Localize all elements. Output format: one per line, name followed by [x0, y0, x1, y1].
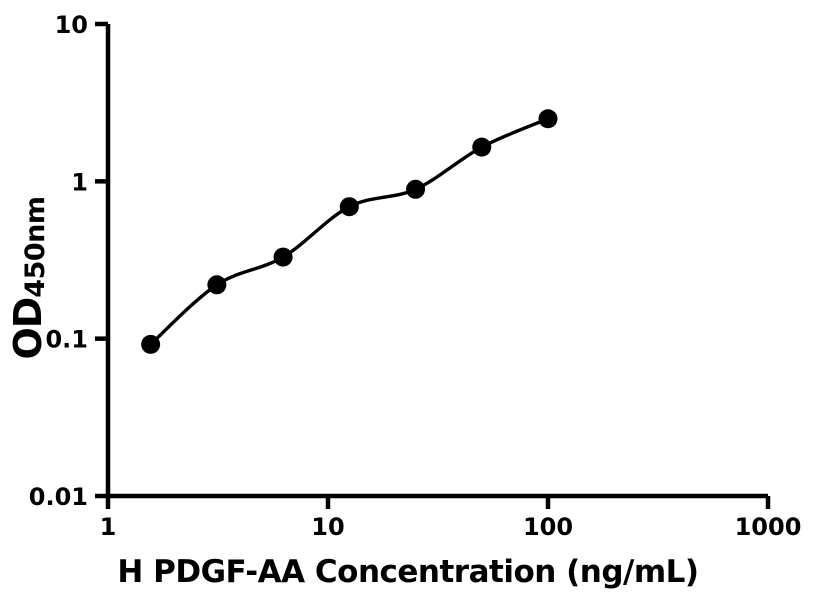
data-point [141, 334, 161, 354]
data-point [538, 109, 558, 129]
y-tick-label: 0.1 [45, 326, 88, 354]
x-tick-label: 10 [311, 513, 344, 541]
x-tick-label: 1000 [735, 513, 802, 541]
y-axis-title-subscript: 450nm [20, 196, 51, 298]
tick-labels: 1 10 100 1000 10 1 0.1 0.01 [29, 11, 802, 541]
data-point [207, 275, 227, 295]
y-tick-label: 10 [55, 11, 88, 39]
data-point [273, 247, 293, 267]
data-point [472, 137, 492, 157]
data-point [339, 197, 359, 217]
data-series [141, 109, 558, 354]
y-tick-label: 0.01 [29, 483, 88, 511]
x-axis-title: H PDGF-AA Concentration (ng/mL) [117, 554, 699, 590]
y-axis-title-main: OD [6, 297, 50, 360]
x-tick-label: 100 [523, 513, 573, 541]
axis-spines [105, 24, 768, 499]
y-axis-title: OD450nm [6, 148, 66, 408]
data-point [406, 179, 426, 199]
y-tick-label: 1 [71, 168, 88, 196]
axes [95, 21, 771, 509]
x-tick-label: 1 [100, 513, 117, 541]
